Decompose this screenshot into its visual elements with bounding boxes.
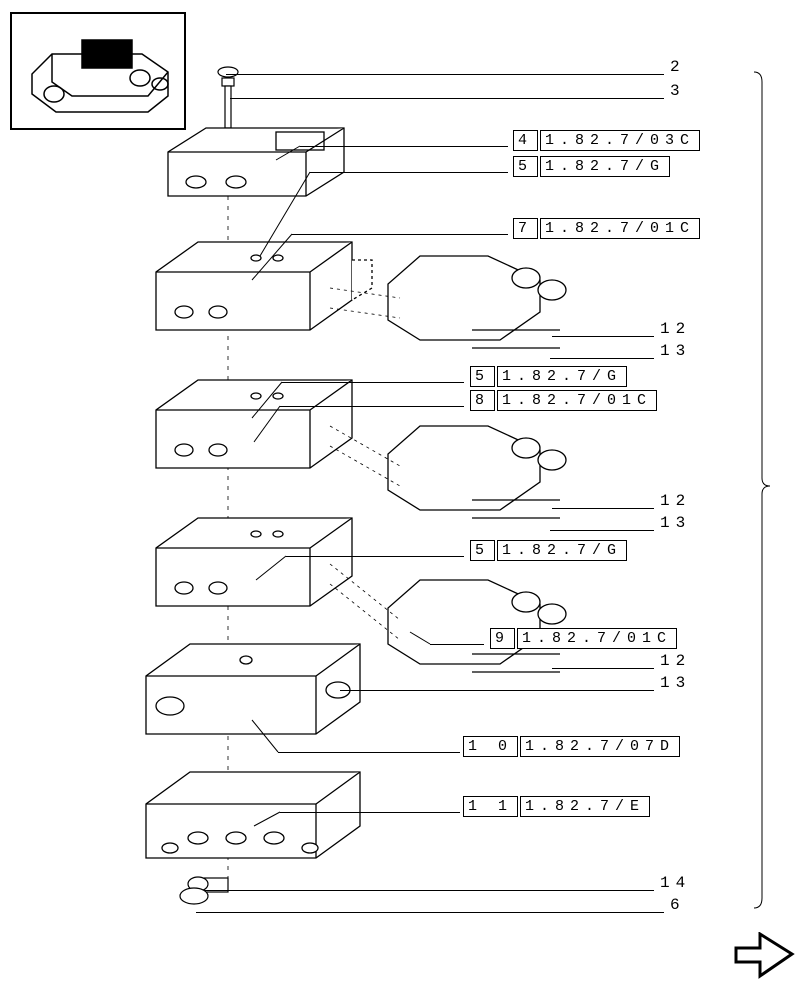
ref-box-9: 1.82.7/01C [517, 628, 677, 649]
ref-box-11: 1.82.7/E [520, 796, 650, 817]
ref-box-7: 1.82.7/01C [540, 218, 700, 239]
num-box-5a: 5 [513, 156, 538, 177]
num-box-7: 7 [513, 218, 538, 239]
num-box-5c: 5 [470, 540, 495, 561]
callout-3: 3 [670, 82, 686, 100]
num-box-8: 8 [470, 390, 495, 411]
callout-13b: 13 [660, 514, 691, 532]
callout-13c: 13 [660, 674, 691, 692]
callout-12a: 12 [660, 320, 691, 338]
callout-5c: 51.82.7/G [470, 540, 629, 561]
callout-9: 91.82.7/01C [490, 628, 679, 649]
arrow-icon [732, 932, 796, 984]
callout-5b: 51.82.7/G [470, 366, 629, 387]
callout-13a: 13 [660, 342, 691, 360]
callout-4: 41.82.7/03C [513, 130, 702, 151]
num-box-10: 1 0 [463, 736, 518, 757]
diagram-root: 2 3 41.82.7/03C 51.82.7/G 71.82.7/01C 12… [0, 0, 812, 1000]
next-page-button[interactable] [732, 932, 796, 984]
callout-10: 1 01.82.7/07D [463, 736, 682, 757]
ref-box-5a: 1.82.7/G [540, 156, 670, 177]
ref-box-5c: 1.82.7/G [497, 540, 627, 561]
num-box-9: 9 [490, 628, 515, 649]
ref-box-10: 1.82.7/07D [520, 736, 680, 757]
callout-7: 71.82.7/01C [513, 218, 702, 239]
callout-5a: 51.82.7/G [513, 156, 672, 177]
ref-box-8: 1.82.7/01C [497, 390, 657, 411]
callout-2: 2 [670, 58, 686, 76]
callout-12b: 12 [660, 492, 691, 510]
callout-12c: 12 [660, 652, 691, 670]
num-box-5b: 5 [470, 366, 495, 387]
num-box-11: 1 1 [463, 796, 518, 817]
callout-11: 1 11.82.7/E [463, 796, 652, 817]
callout-14: 14 [660, 874, 691, 892]
ref-box-4: 1.82.7/03C [540, 130, 700, 151]
ref-box-5b: 1.82.7/G [497, 366, 627, 387]
num-box-4: 4 [513, 130, 538, 151]
callout-8: 81.82.7/01C [470, 390, 659, 411]
callout-6: 6 [670, 896, 686, 914]
